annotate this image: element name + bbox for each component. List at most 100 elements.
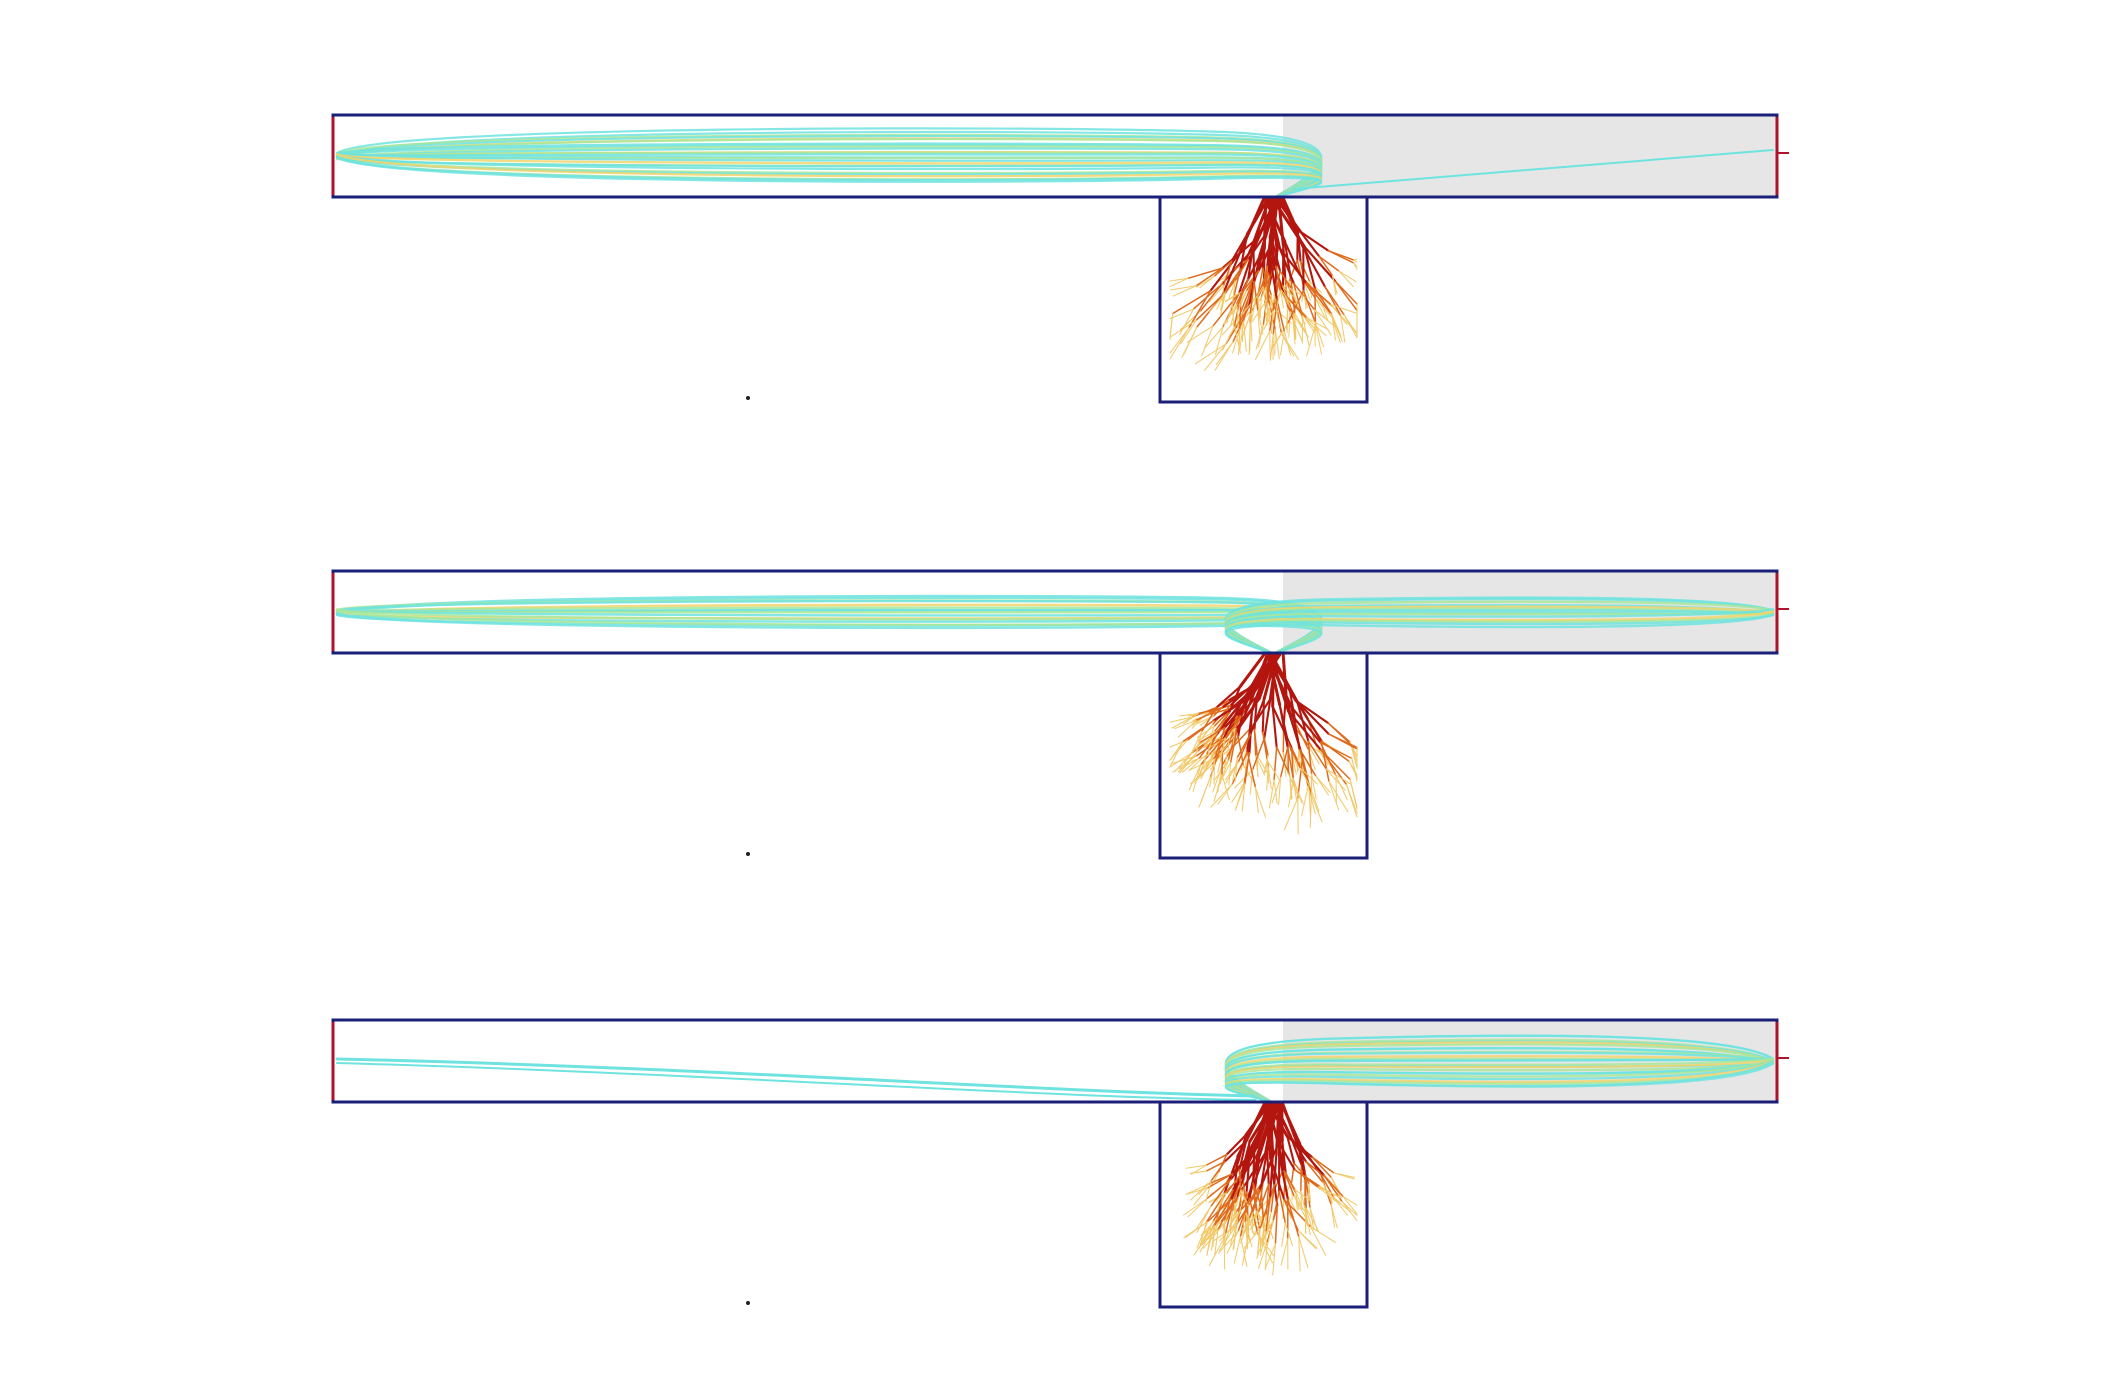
root-branch [1286, 1135, 1296, 1165]
root-branch [1278, 703, 1289, 749]
root-branch [1283, 330, 1292, 356]
root-branch [1274, 1205, 1279, 1245]
root-branch [1205, 1153, 1228, 1166]
root-branch [1206, 1173, 1233, 1189]
root-branch [1188, 764, 1202, 791]
root-branch [1281, 653, 1288, 696]
root-branch [1264, 302, 1268, 327]
root-branch [1171, 290, 1212, 315]
root-branch [1256, 754, 1270, 777]
streamline [335, 612, 1323, 657]
root-branch [1205, 1160, 1226, 1172]
root-branch [1247, 242, 1255, 281]
streamlines [335, 1034, 1775, 1106]
root-branch [1223, 695, 1252, 729]
root-branch [1228, 1209, 1242, 1227]
root-branch [1271, 322, 1289, 350]
root-branch [1171, 716, 1193, 729]
root-branch [1303, 245, 1337, 283]
root-branch [1223, 303, 1237, 326]
root-branch [1342, 1196, 1358, 1215]
root-branch [1190, 763, 1213, 785]
root-branch [1214, 341, 1234, 371]
root-branch [1252, 1206, 1260, 1229]
root-branch [1209, 758, 1216, 788]
root-branch [1169, 313, 1174, 339]
root-branch [1319, 741, 1337, 777]
root-branch [1169, 277, 1189, 282]
root-branch [1262, 286, 1267, 305]
root-branch [1334, 280, 1358, 312]
root-branch [1258, 1154, 1274, 1191]
root-branch [1267, 1219, 1274, 1246]
root-branch [1314, 297, 1326, 319]
root-branch [1288, 780, 1294, 808]
root-branch [1207, 737, 1226, 749]
root-branch [1310, 794, 1323, 823]
root-branch [1230, 303, 1237, 327]
streamline [336, 1062, 1257, 1101]
root-branch [1305, 317, 1329, 331]
root-branch [1235, 1190, 1241, 1208]
root-branch [1300, 1163, 1303, 1192]
root-branch [1275, 290, 1281, 312]
root-branch [1307, 740, 1327, 770]
root-branch [1260, 1186, 1265, 1221]
root-branch [1221, 774, 1230, 801]
root-branch [1277, 1102, 1284, 1157]
root-branch [1268, 779, 1275, 809]
root-branch [1332, 275, 1337, 296]
root-branch [1221, 701, 1243, 742]
root-branch [1241, 1211, 1260, 1230]
root-branch [1278, 776, 1282, 806]
root-branch [1324, 285, 1345, 316]
root-branch [1311, 1156, 1335, 1174]
root-branch [1194, 343, 1227, 365]
root-branch [1182, 719, 1215, 743]
root-branch [1249, 312, 1253, 342]
root-branch [1299, 230, 1321, 258]
root-branch [1333, 1172, 1355, 1180]
root-branch [1229, 1221, 1238, 1245]
root-branch [1219, 759, 1229, 785]
root-branch [1292, 777, 1303, 803]
root-branch [1296, 259, 1305, 287]
root-branch [1334, 1198, 1348, 1216]
root-branch [1314, 324, 1323, 355]
root-branch [1208, 1236, 1226, 1267]
root-branch [1309, 280, 1313, 299]
root-branch [1201, 1221, 1222, 1235]
root-branch [1341, 1200, 1358, 1216]
root-branch [1264, 274, 1271, 304]
root-branch [1212, 1188, 1234, 1222]
root-branch [1271, 240, 1282, 273]
root-branch [1264, 754, 1269, 773]
root-branch [1195, 706, 1224, 722]
root-branch [1231, 782, 1245, 803]
root-branch [1169, 277, 1189, 288]
root-branch [1273, 746, 1278, 781]
root-branch [1209, 285, 1225, 303]
streamlines [335, 127, 1774, 201]
root-branch [1296, 700, 1310, 743]
root-branch [1353, 258, 1358, 261]
root-branch [1253, 281, 1259, 312]
root-branch [1301, 315, 1310, 346]
root-branch [1227, 727, 1238, 761]
root-branch [1278, 246, 1308, 284]
root-branch [1225, 306, 1250, 345]
root-branch [1180, 319, 1197, 345]
root-branch [1275, 197, 1302, 234]
root-branch [1299, 230, 1330, 252]
root-branch [1304, 1178, 1307, 1209]
root-branch [1299, 748, 1317, 777]
root-branch [1251, 197, 1271, 245]
root-branch [1199, 1224, 1215, 1253]
root-branch [1188, 290, 1212, 329]
root-branch [1212, 764, 1223, 793]
root-branch [1254, 286, 1264, 300]
root-branch [1281, 1222, 1286, 1247]
root-branch [1295, 699, 1323, 743]
root-branch [1204, 343, 1227, 371]
